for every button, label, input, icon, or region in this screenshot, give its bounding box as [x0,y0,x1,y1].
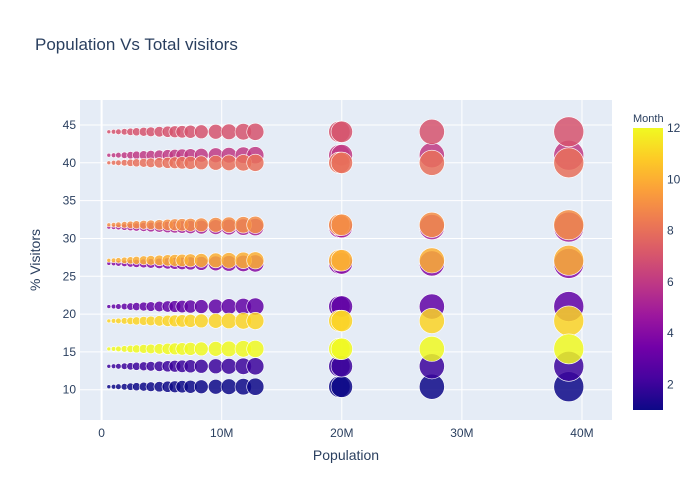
data-point [194,359,209,374]
data-point [106,363,112,369]
data-point [418,307,445,334]
colorbar-tick-label: 2 [667,377,674,391]
data-point [106,160,112,166]
data-point [553,305,585,337]
data-point [115,383,122,390]
data-point [106,152,112,158]
data-point [553,147,585,179]
colorbar-tick-label: 8 [667,224,674,238]
data-point [220,298,238,315]
y-tick-label: 25 [63,269,77,283]
data-point [194,379,209,394]
y-tick-label: 40 [63,156,77,170]
colorbar-tick-label: 6 [667,275,674,289]
x-axis-label: Population [313,447,379,463]
data-point [418,335,445,362]
data-point [194,299,209,314]
data-point [115,159,122,166]
data-point [115,317,122,325]
data-point [246,215,265,234]
data-point [115,221,122,228]
data-point [418,211,445,238]
data-point [115,303,122,310]
y-axis-ticks: 10 15 20 25 30 35 40 45 [63,118,77,397]
data-point [220,378,238,395]
colorbar [633,128,663,410]
x-tick-label: 20M [330,426,353,440]
y-tick-label: 10 [63,383,77,397]
x-tick-label: 0 [98,426,105,440]
data-point [330,375,353,398]
y-tick-label: 30 [63,231,77,245]
y-tick-label: 35 [63,194,77,208]
y-tick-label: 20 [63,307,77,321]
colorbar-tick-label: 12 [667,121,681,135]
data-point [330,213,353,236]
data-point [106,222,112,228]
data-point [246,122,265,141]
data-point [194,341,209,357]
data-point [106,258,112,263]
data-point [106,346,112,352]
data-point [115,152,122,159]
y-tick-label: 15 [63,345,77,359]
x-tick-label: 30M [450,426,473,440]
data-point [115,345,122,353]
data-point [330,337,353,360]
data-point [246,377,265,396]
data-point [330,120,353,143]
data-point [553,116,585,148]
data-point [246,357,265,376]
colorbar-tick-label: 4 [667,326,674,340]
data-point [246,311,265,330]
data-point [106,318,112,324]
x-tick-label: 40M [570,426,593,440]
data-point [418,149,445,176]
data-point [194,253,209,268]
data-point [115,128,122,135]
data-point [106,384,112,390]
data-point [115,363,122,370]
data-point [246,251,265,270]
data-point [220,312,238,330]
data-point [220,358,238,375]
x-axis-ticks: 0 10M 20M 30M 40M [98,426,593,440]
data-point [246,153,265,172]
data-point [220,123,238,140]
data-point [330,249,353,272]
data-point [418,247,445,274]
data-point [553,333,585,365]
data-point [194,124,209,140]
colorbar-title: Month [633,113,664,125]
x-tick-label: 10M [210,426,233,440]
data-point [194,155,209,171]
chart-title: Population Vs Total visitors [35,35,238,54]
data-point [194,313,209,329]
data-point [115,257,122,264]
y-tick-label: 45 [63,118,77,132]
colorbar-tick-label: 10 [667,172,681,186]
data-point [220,216,238,233]
colorbar-ticks: 2 4 6 8 10 12 [667,121,681,391]
markers [106,116,585,403]
data-point [246,339,265,358]
data-point [220,154,238,171]
data-point [106,304,112,309]
data-point [330,309,353,332]
data-point [553,245,585,276]
data-point [553,209,585,241]
data-point [106,129,112,135]
data-point [220,340,238,358]
y-axis-label: % Visitors [27,229,43,291]
data-point [330,151,353,174]
data-point [220,252,238,269]
data-point [418,118,445,145]
data-point [194,217,209,233]
